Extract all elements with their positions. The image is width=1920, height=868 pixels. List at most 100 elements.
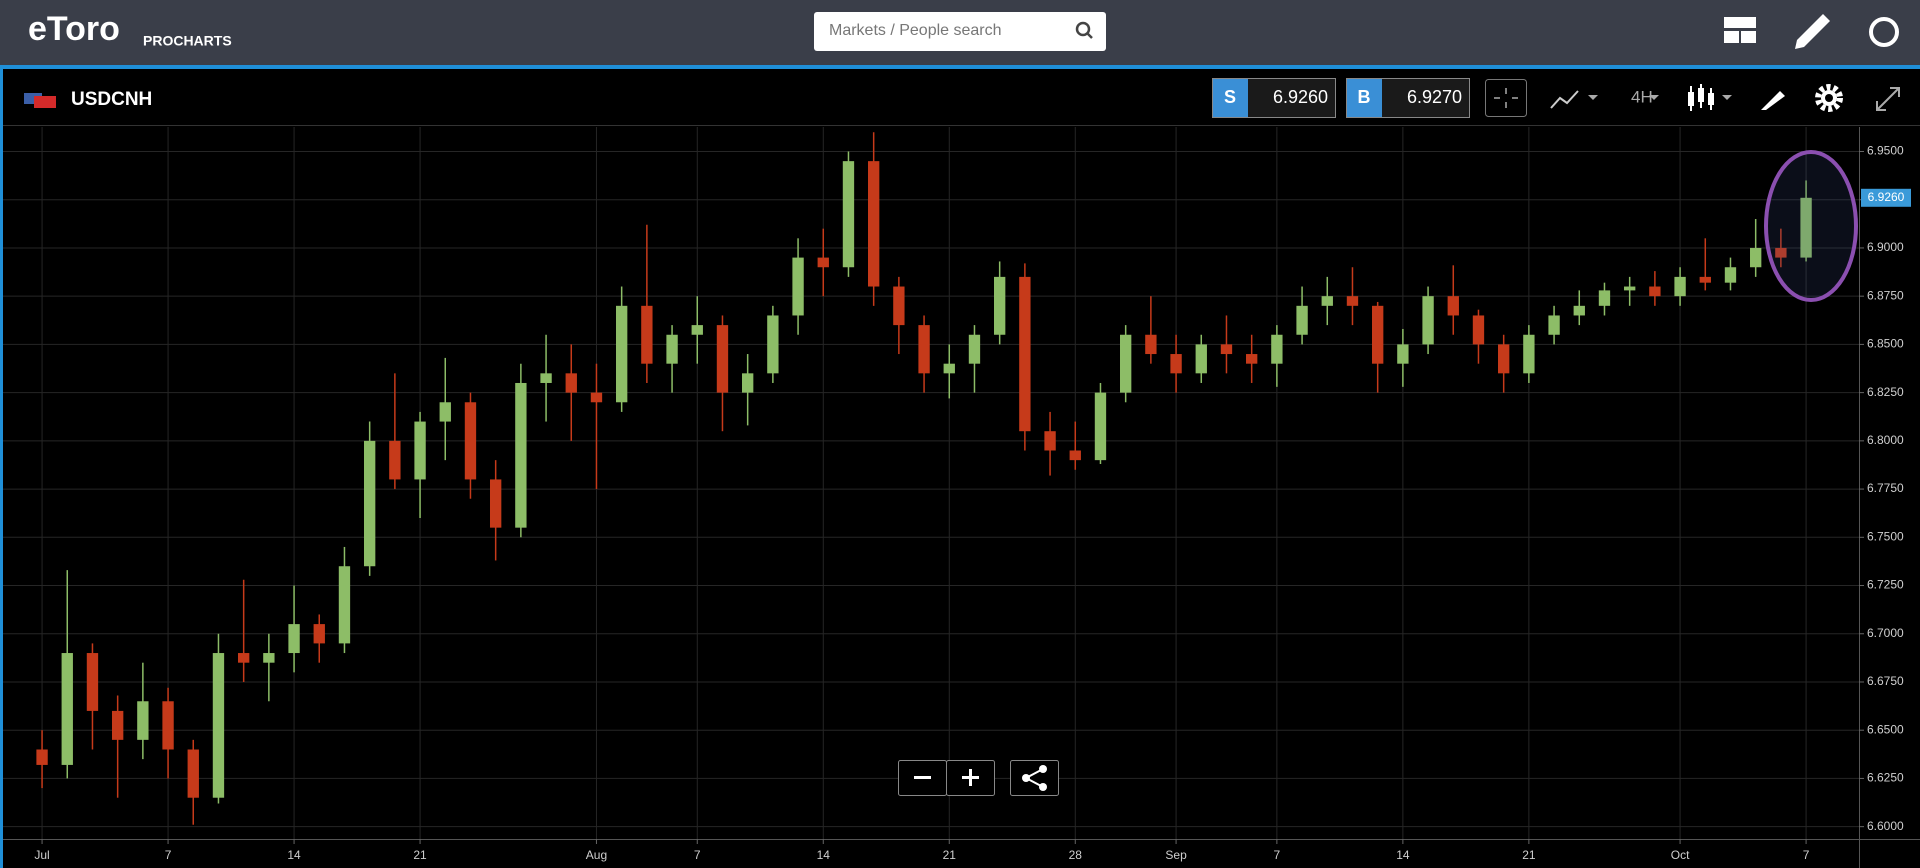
candle-body xyxy=(842,161,855,268)
candle-body xyxy=(792,257,804,316)
chart-toolbar xyxy=(0,69,1920,126)
profile-icon[interactable] xyxy=(1869,17,1899,47)
candle-body xyxy=(1775,247,1787,258)
drawing-tools-button[interactable] xyxy=(1761,91,1785,110)
buy-price: 6.9270 xyxy=(1407,87,1462,107)
candle-body xyxy=(1472,315,1485,345)
sell-label: S xyxy=(1224,87,1236,107)
y-tick-label: 6.7750 xyxy=(1867,481,1904,495)
grid xyxy=(3,127,1859,839)
fullscreen-button[interactable] xyxy=(1876,87,1900,111)
logo[interactable]: eToro xyxy=(28,10,120,48)
layout-icon[interactable] xyxy=(1724,17,1756,43)
candle-body xyxy=(515,382,527,528)
edit-icon[interactable] xyxy=(1795,14,1830,49)
share-button[interactable] xyxy=(1010,760,1059,796)
candle-body xyxy=(36,749,48,765)
candle-body xyxy=(1523,334,1535,374)
x-tick-label: 7 xyxy=(165,848,172,862)
indicators-button[interactable] xyxy=(1550,90,1598,109)
x-tick-label: 7 xyxy=(694,848,701,862)
candle-body xyxy=(1094,392,1107,461)
candle-body xyxy=(288,624,300,654)
candle-body xyxy=(414,421,426,480)
flag-icon xyxy=(24,93,56,108)
candle-body xyxy=(1372,305,1384,364)
y-tick-label: 6.9000 xyxy=(1867,240,1904,254)
candle-body xyxy=(464,402,477,480)
x-tick-label: 21 xyxy=(1522,848,1536,862)
chart-type-button[interactable] xyxy=(1688,84,1732,111)
last-price-label: 6.9260 xyxy=(1868,190,1905,204)
candle-body xyxy=(691,325,703,335)
y-tick-label: 6.9500 xyxy=(1867,144,1904,158)
buy-label: B xyxy=(1358,87,1371,107)
candle-body xyxy=(994,276,1006,335)
candle-body xyxy=(1397,344,1409,364)
sell-button[interactable] xyxy=(1212,78,1336,118)
zoom-in-button[interactable] xyxy=(946,760,995,796)
search-box[interactable] xyxy=(814,12,1106,51)
candle-body xyxy=(590,392,603,403)
candle-body xyxy=(237,653,250,663)
sell-price: 6.9260 xyxy=(1273,87,1328,107)
candle-body xyxy=(1699,276,1711,283)
candle-body xyxy=(1498,344,1510,374)
candle-body xyxy=(1195,344,1207,374)
y-tick-label: 6.6250 xyxy=(1867,771,1904,785)
candle-body xyxy=(212,653,225,798)
candle-body xyxy=(162,701,174,750)
candle-body xyxy=(1145,334,1157,355)
x-tick-label: Oct xyxy=(1671,848,1690,862)
x-tick-label: 14 xyxy=(287,848,301,862)
candle-body xyxy=(1800,197,1812,258)
x-tick-label: 14 xyxy=(1396,848,1410,862)
settings-button[interactable] xyxy=(1815,84,1843,112)
y-tick-label: 6.7500 xyxy=(1867,529,1904,543)
candle-body xyxy=(1750,247,1762,268)
timeframe[interactable]: 4H xyxy=(1631,87,1653,106)
zoom-out-button[interactable] xyxy=(898,760,947,796)
candle-body xyxy=(741,373,754,393)
top-bar-accent xyxy=(0,65,1920,69)
x-tick-label: Aug xyxy=(586,848,607,862)
candle-body xyxy=(187,749,199,798)
candle-body xyxy=(1598,290,1611,306)
candle-body xyxy=(1573,305,1585,316)
x-tick-label: 7 xyxy=(1274,848,1281,862)
buy-button[interactable] xyxy=(1346,78,1470,118)
search-icon[interactable] xyxy=(1075,21,1093,39)
candle-body xyxy=(1296,305,1308,335)
y-tick-label: 6.6000 xyxy=(1867,819,1904,833)
candle-body xyxy=(1321,296,1333,306)
crosshair-button[interactable] xyxy=(1485,79,1527,117)
last-price-tag xyxy=(1861,188,1911,207)
candle-body xyxy=(1624,286,1636,291)
candle-body xyxy=(1019,276,1031,432)
candle-body xyxy=(716,325,729,393)
candle-body xyxy=(1674,276,1686,297)
y-tick-label: 6.8500 xyxy=(1867,337,1904,351)
candle-body xyxy=(1447,296,1459,316)
candle-body xyxy=(363,440,376,567)
candle-body xyxy=(540,373,552,383)
candle-body xyxy=(1220,344,1233,355)
x-tick-label: 21 xyxy=(413,848,427,862)
candle-body xyxy=(439,402,451,422)
x-tick-label: Sep xyxy=(1165,848,1187,862)
candle-body xyxy=(1548,315,1560,335)
candle-body xyxy=(137,701,149,740)
candle-body xyxy=(1271,334,1283,364)
candle-body xyxy=(968,334,981,364)
search-placeholder: Markets / People search xyxy=(829,22,1002,39)
candle-body xyxy=(666,334,678,364)
candle-body xyxy=(1724,267,1737,283)
chart-border-left xyxy=(0,69,3,868)
y-tick-label: 6.8250 xyxy=(1867,385,1904,399)
x-tick-label: 28 xyxy=(1069,848,1083,862)
y-tick-label: 6.6500 xyxy=(1867,722,1904,736)
y-tick-label: 6.8750 xyxy=(1867,288,1904,302)
candle-body xyxy=(1246,354,1258,364)
